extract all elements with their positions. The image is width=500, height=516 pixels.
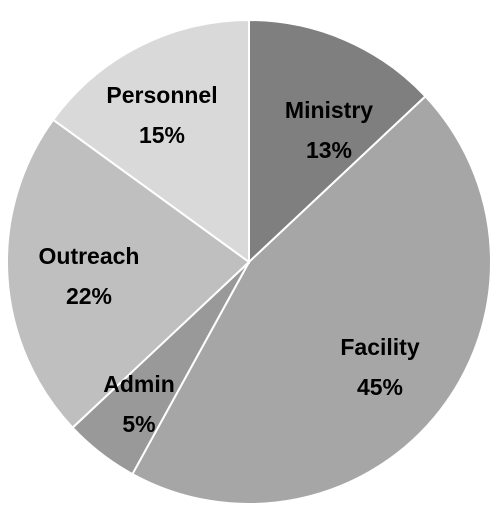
slice-label-facility: Facility [340,334,419,360]
slice-pct-facility: 45% [357,374,403,400]
slice-label-ministry: Ministry [285,97,373,123]
slice-label-outreach: Outreach [39,243,140,269]
slice-pct-ministry: 13% [306,137,352,163]
pie-slice-ministry [248,18,427,265]
slice-pct-personnel: 15% [139,122,185,148]
slice-pct-outreach: 22% [66,283,112,309]
pie-slice-facility [131,94,492,505]
labels-layer: Ministry 13% Facility 45% Admin 5% Outre… [39,82,420,437]
slice-pct-admin: 5% [122,411,155,437]
slices-layer [6,18,492,505]
pie-slice-outreach [6,118,251,430]
slice-label-admin: Admin [103,371,175,397]
slice-label-personnel: Personnel [106,82,217,108]
pie-slice-personnel [51,18,250,264]
